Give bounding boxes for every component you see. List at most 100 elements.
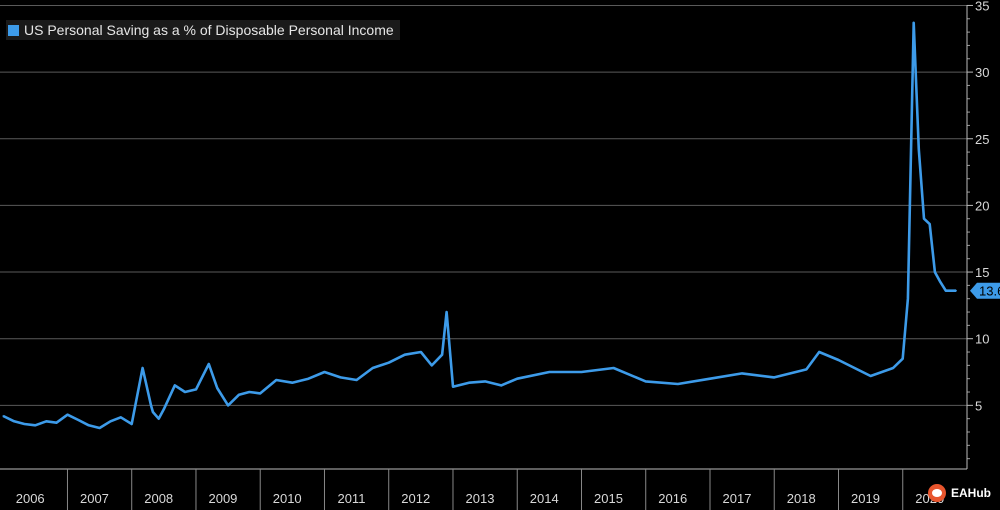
data-point bbox=[195, 388, 197, 391]
data-point bbox=[120, 416, 122, 419]
data-point bbox=[216, 387, 218, 389]
x-tick-label: 2013 bbox=[466, 491, 495, 506]
x-tick-label: 2010 bbox=[273, 491, 302, 506]
y-tick-label: 20 bbox=[975, 198, 989, 213]
data-point bbox=[45, 420, 48, 423]
data-point bbox=[818, 351, 820, 353]
data-point bbox=[918, 148, 920, 151]
data-point bbox=[275, 379, 278, 381]
data-point bbox=[431, 364, 433, 367]
data-point bbox=[291, 381, 294, 384]
last-value-label: 13.6 bbox=[979, 284, 1000, 299]
data-point bbox=[371, 367, 374, 369]
weibo-logo-icon bbox=[928, 484, 946, 502]
data-point bbox=[208, 363, 210, 365]
data-point bbox=[580, 371, 583, 373]
data-point bbox=[2, 415, 4, 417]
data-point bbox=[445, 311, 448, 313]
data-point bbox=[677, 383, 679, 385]
data-point bbox=[420, 351, 422, 353]
x-tick-label: 2016 bbox=[658, 491, 687, 506]
y-tick-label: 5 bbox=[975, 398, 982, 413]
x-tick-label: 2008 bbox=[144, 491, 173, 506]
data-point bbox=[259, 392, 262, 395]
y-tick-label: 10 bbox=[975, 332, 989, 347]
data-point bbox=[441, 353, 443, 356]
data-point bbox=[773, 376, 775, 379]
data-point bbox=[34, 424, 37, 427]
x-tick-label: 2014 bbox=[530, 491, 559, 506]
data-point bbox=[150, 404, 152, 407]
data-point bbox=[452, 385, 454, 388]
data-point bbox=[892, 367, 894, 369]
x-tick-label: 2007 bbox=[80, 491, 109, 506]
data-point bbox=[13, 420, 15, 423]
data-point bbox=[387, 361, 390, 364]
data-point bbox=[837, 359, 840, 361]
data-point bbox=[66, 413, 69, 416]
data-point bbox=[77, 419, 80, 421]
data-point bbox=[548, 371, 551, 373]
watermark-text: EAHub bbox=[951, 486, 991, 500]
legend: US Personal Saving as a % of Disposable … bbox=[6, 20, 400, 40]
axes bbox=[0, 4, 973, 510]
data-point bbox=[612, 367, 615, 369]
last-value-tag bbox=[970, 282, 1000, 299]
watermark: EAHub bbox=[928, 484, 991, 502]
data-point bbox=[644, 380, 647, 383]
x-tick-label: 2017 bbox=[723, 491, 752, 506]
data-point bbox=[950, 289, 952, 292]
data-point bbox=[152, 411, 154, 413]
data-point bbox=[805, 368, 808, 371]
x-tick-label: 2011 bbox=[337, 491, 365, 506]
data-point bbox=[955, 289, 957, 292]
data-point bbox=[934, 271, 936, 273]
data-point bbox=[184, 391, 186, 393]
data-point bbox=[98, 427, 101, 429]
tick-labels: 5 10 15 20 25 30 35 2006 2007 2008 2009 2010 2011 201… bbox=[16, 0, 990, 506]
data-point bbox=[516, 377, 518, 380]
y-tick-label: 30 bbox=[975, 65, 989, 80]
data-point bbox=[468, 381, 470, 384]
data-point bbox=[227, 404, 229, 407]
data-point bbox=[109, 420, 112, 423]
y-tick-label: 35 bbox=[975, 0, 989, 13]
data-point bbox=[741, 372, 743, 375]
data-point bbox=[174, 384, 176, 387]
x-tick-label: 2019 bbox=[851, 491, 880, 506]
data-point bbox=[912, 22, 915, 24]
data-point bbox=[928, 223, 931, 225]
data-point bbox=[869, 375, 872, 377]
data-point bbox=[939, 280, 941, 283]
series-line bbox=[2, 21, 957, 430]
data-point bbox=[163, 408, 165, 411]
data-point bbox=[500, 384, 503, 387]
data-point bbox=[404, 353, 406, 356]
series-layer: 13.6 bbox=[2, 21, 1000, 430]
data-point bbox=[355, 379, 358, 381]
data-point bbox=[55, 421, 58, 424]
legend-swatch bbox=[8, 24, 19, 36]
data-point bbox=[23, 423, 26, 425]
data-point bbox=[923, 217, 925, 220]
x-tick-label: 2012 bbox=[401, 491, 430, 506]
data-point bbox=[248, 391, 251, 393]
y-tick-label: 15 bbox=[975, 265, 989, 280]
x-tick-label: 2006 bbox=[16, 491, 45, 506]
data-point bbox=[323, 371, 326, 373]
data-point bbox=[709, 377, 711, 380]
data-point bbox=[945, 289, 947, 292]
x-tick-label: 2018 bbox=[787, 491, 816, 506]
y-tick-label: 25 bbox=[975, 132, 989, 147]
data-point bbox=[141, 367, 144, 369]
data-point bbox=[339, 376, 342, 379]
data-point bbox=[907, 297, 909, 300]
x-tick-label: 2009 bbox=[208, 491, 237, 506]
data-point bbox=[238, 393, 240, 396]
x-tick-label: 2015 bbox=[594, 491, 623, 506]
data-point bbox=[157, 417, 160, 420]
data-point bbox=[901, 357, 904, 360]
legend-label: US Personal Saving as a % of Disposable … bbox=[24, 22, 394, 38]
data-point bbox=[484, 380, 486, 383]
